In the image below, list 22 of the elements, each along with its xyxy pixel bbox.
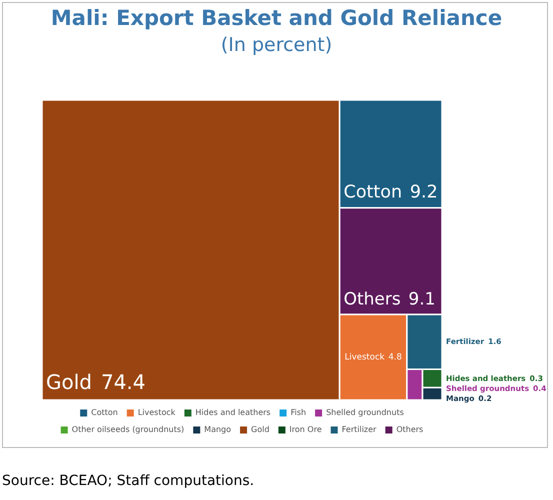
text: (In percent) (220, 34, 334, 56)
data-label: 9.1 (408, 289, 436, 310)
text: Cotton (344, 182, 402, 203)
legend-label: Mango (204, 425, 232, 434)
legend-label: Cotton (91, 408, 118, 418)
legend-label: Iron Ore (289, 425, 322, 434)
legend-label: Shelled groundnuts (326, 408, 404, 418)
legend-label: Gold (251, 425, 270, 434)
text: Mali: Export Basket and Gold Reliance (50, 6, 504, 30)
data-label: 4.8 (388, 352, 402, 362)
data-label: 9.2 (410, 182, 438, 203)
legend-label: Fertilizer (342, 425, 378, 434)
data-label: 74.4 (100, 370, 146, 394)
legend-label: Hides and leathers (195, 408, 271, 418)
text: Gold (46, 370, 92, 394)
text: Others (344, 289, 401, 310)
legend-label: Other oilseeds (groundnuts) (72, 425, 184, 434)
text: Livestock (344, 352, 385, 362)
legend-label: Others (396, 425, 424, 434)
legend-label: Fish (290, 408, 306, 418)
legend-label: Livestock (138, 408, 176, 418)
source-note: Source: BCEAO; Staff computations. (2, 473, 254, 489)
